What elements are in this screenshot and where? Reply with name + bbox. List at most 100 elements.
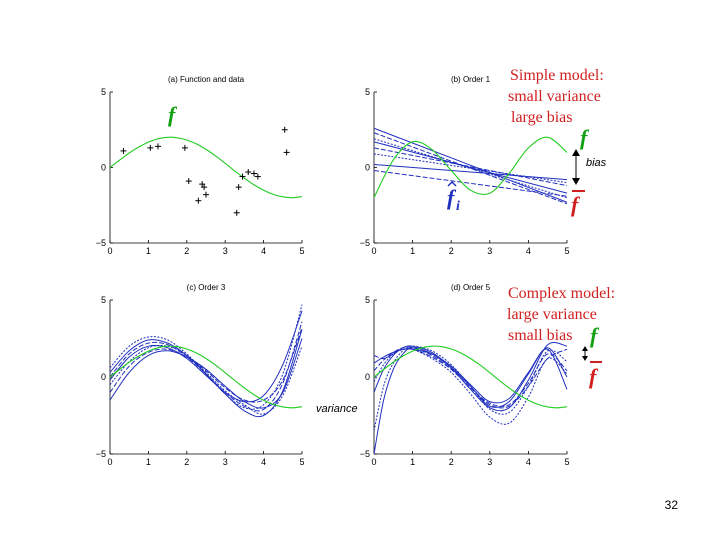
data-point	[203, 191, 209, 198]
data-point	[239, 173, 246, 180]
y-tick-label: 0	[101, 163, 106, 173]
panel-title: (a) Function and data	[168, 75, 245, 84]
x-tick-label: 2	[449, 246, 454, 256]
true-function-line	[373, 136, 568, 198]
x-tick-label: 4	[261, 457, 266, 467]
f-bar-label-b: f	[571, 192, 581, 217]
complex-model-line3: small bias	[508, 327, 572, 344]
fit-line	[373, 153, 568, 184]
x-tick-label: 3	[487, 457, 492, 467]
fit-line	[109, 329, 303, 418]
fit-line	[109, 321, 303, 412]
y-tick-label: 0	[365, 372, 370, 382]
data-point	[181, 144, 188, 151]
x-tick-label: 1	[410, 246, 415, 256]
small-bias-arrow	[582, 346, 588, 361]
f-label-d: f	[590, 323, 600, 348]
page-number: 32	[664, 498, 678, 512]
y-tick-label: −5	[360, 238, 370, 248]
bias-arrow	[572, 149, 580, 185]
fit-line	[373, 347, 568, 425]
data-point	[235, 184, 242, 191]
simple-model-line2: small variance	[508, 88, 601, 105]
x-tick-label: 5	[564, 246, 569, 256]
true-function-line	[109, 136, 303, 199]
y-tick-label: 0	[365, 163, 370, 173]
fit-line	[373, 170, 568, 197]
fit-line	[109, 304, 303, 410]
fit-line	[373, 147, 568, 187]
data-point	[199, 181, 206, 188]
data-point	[155, 143, 161, 150]
fit-line	[373, 132, 568, 205]
bias-label: bias	[586, 157, 607, 169]
simple-model-line3: large bias	[511, 109, 572, 126]
x-tick-label: 3	[487, 246, 492, 256]
fit-line	[373, 127, 568, 203]
simple-model-line1: Simple model:	[510, 67, 604, 84]
x-tick-label: 2	[449, 457, 454, 467]
x-tick-label: 4	[526, 246, 531, 256]
svg-text:i: i	[456, 199, 460, 214]
data-point	[233, 209, 240, 216]
fit-line	[109, 338, 303, 409]
y-tick-label: 5	[365, 87, 370, 97]
data-point	[245, 169, 252, 176]
f-label-b: f	[580, 125, 590, 150]
x-tick-label: 4	[526, 457, 531, 467]
data-point	[185, 178, 192, 185]
fit-line	[373, 348, 568, 404]
data-point	[120, 147, 127, 154]
fit-line	[109, 327, 303, 403]
x-tick-label: 0	[371, 246, 376, 256]
x-tick-label: 3	[223, 246, 228, 256]
data-point	[195, 197, 202, 204]
f-label-a: f	[168, 102, 178, 127]
fit-line	[373, 141, 568, 194]
variance-label: variance	[316, 403, 358, 415]
x-tick-label: 0	[371, 457, 376, 467]
x-tick-label: 1	[146, 457, 151, 467]
panel-d: 0 1 2 3 4 5−505(d) Order 5	[360, 283, 570, 467]
data-point	[254, 173, 261, 180]
true-function-line	[373, 345, 568, 409]
fit-line	[109, 344, 303, 415]
data-point	[251, 170, 257, 177]
panel-title: (d) Order 5	[451, 283, 491, 292]
x-tick-label: 4	[261, 246, 266, 256]
panel-b: 0 1 2 3 4 5−505(b) Order 1	[360, 75, 570, 256]
y-tick-label: −5	[360, 449, 370, 459]
panel-title: (c) Order 3	[187, 283, 226, 292]
panel-a: 0 1 2 3 4 5−505(a) Function and data	[96, 75, 305, 256]
x-tick-label: 5	[299, 246, 304, 256]
x-tick-label: 1	[146, 246, 151, 256]
fit-line	[373, 138, 568, 199]
panel-title: (b) Order 1	[451, 75, 491, 84]
x-tick-label: 0	[107, 246, 112, 256]
fit-line	[109, 310, 303, 403]
x-tick-label: 0	[107, 457, 112, 467]
y-tick-label: 5	[101, 295, 106, 305]
fit-line	[373, 346, 568, 409]
svg-text:f: f	[447, 185, 457, 210]
x-tick-label: 2	[184, 246, 189, 256]
f-bar-label-d: f	[589, 364, 599, 389]
complex-model-line1: Complex model:	[508, 285, 615, 302]
x-tick-label: 5	[564, 457, 569, 467]
y-tick-label: −5	[96, 449, 106, 459]
data-point	[201, 184, 208, 191]
data-point	[283, 149, 290, 156]
data-point	[147, 144, 154, 151]
y-tick-label: 0	[101, 372, 106, 382]
data-point	[281, 126, 288, 133]
x-tick-label: 3	[223, 457, 228, 467]
y-tick-label: 5	[101, 87, 106, 97]
true-function-line	[109, 345, 303, 409]
panel-c: 0 1 2 3 4 5−505(c) Order 3	[96, 283, 305, 467]
fit-line	[373, 341, 568, 412]
fit-line	[373, 347, 568, 455]
x-tick-label: 2	[184, 457, 189, 467]
x-tick-label: 5	[299, 457, 304, 467]
